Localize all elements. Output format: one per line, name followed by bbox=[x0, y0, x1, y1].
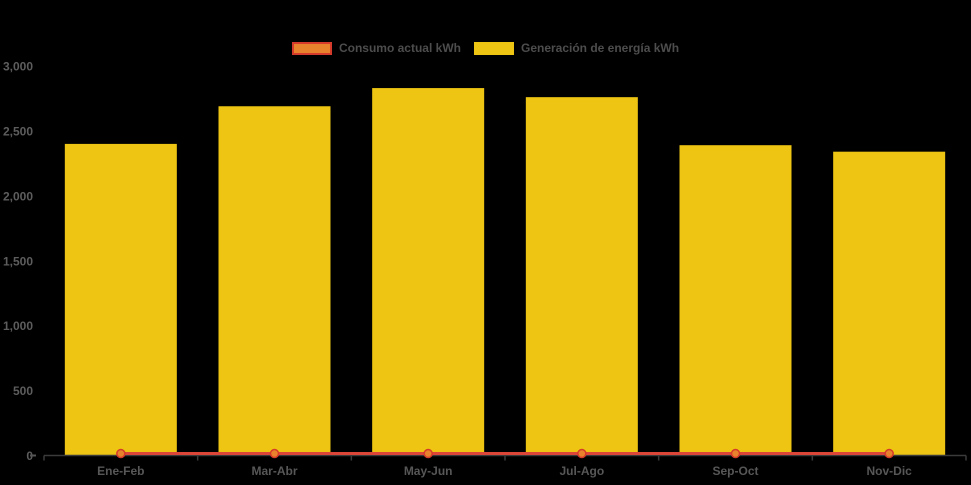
bar-nov-dic[interactable] bbox=[833, 151, 946, 456]
y-tick-label: 1,500 bbox=[3, 254, 33, 268]
x-tick-label-sep-oct: Sep-Oct bbox=[712, 464, 758, 478]
y-tick-label: 2,500 bbox=[3, 124, 33, 138]
y-tick-label: 1,000 bbox=[3, 319, 33, 333]
line-series-group bbox=[116, 448, 894, 459]
bar-sep-oct[interactable] bbox=[679, 145, 792, 456]
x-tick-label-nov-dic: Nov-Dic bbox=[866, 464, 912, 478]
y-tick-label: 3,000 bbox=[3, 60, 33, 74]
legend-swatch-generacion-icon bbox=[473, 41, 514, 55]
consumo-point-may-jun[interactable] bbox=[423, 448, 433, 459]
chart-legend: Consumo actual kWh Generación de energía… bbox=[0, 41, 971, 55]
bar-ene-feb[interactable] bbox=[64, 143, 177, 456]
legend-label-consumo: Consumo actual kWh bbox=[338, 41, 461, 55]
x-axis-labels: Ene-Feb Mar-Abr May-Jun Jul-Ago Sep-Oct Nov-D… bbox=[97, 464, 912, 478]
x-tick-label-mar-abr: Mar-Abr bbox=[251, 464, 297, 478]
x-tick-label-jul-ago: Jul-Ago bbox=[559, 464, 604, 478]
legend-item-consumo-actual[interactable]: Consumo actual kWh bbox=[291, 41, 461, 55]
legend-item-generacion-energia[interactable]: Generación de energía kWh bbox=[473, 41, 680, 55]
consumo-point-sep-oct[interactable] bbox=[730, 448, 741, 459]
consumo-point-ene-feb[interactable] bbox=[116, 448, 126, 459]
y-tick-label: 500 bbox=[13, 384, 33, 398]
consumo-point-nov-dic[interactable] bbox=[884, 448, 894, 459]
bar-jul-ago[interactable] bbox=[525, 97, 638, 456]
bar-may-jun[interactable] bbox=[372, 88, 485, 456]
consumo-point-mar-abr[interactable] bbox=[269, 448, 280, 459]
y-axis-labels: 0 500 1,000 1,500 2,000 2,500 3,000 bbox=[3, 60, 33, 464]
x-tick-label-ene-feb: Ene-Feb bbox=[97, 464, 144, 478]
x-axis bbox=[30, 454, 967, 461]
y-tick-label: 2,000 bbox=[3, 189, 33, 203]
y-tick-label: 0 bbox=[26, 449, 33, 463]
consumo-point-jul-ago[interactable] bbox=[577, 448, 587, 459]
bar-series-group bbox=[64, 88, 946, 456]
bar-mar-abr[interactable] bbox=[218, 106, 331, 456]
legend-swatch-consumo-icon bbox=[291, 41, 332, 55]
x-tick-label-may-jun: May-Jun bbox=[404, 464, 453, 478]
legend-label-generacion: Generación de energía kWh bbox=[520, 41, 680, 55]
